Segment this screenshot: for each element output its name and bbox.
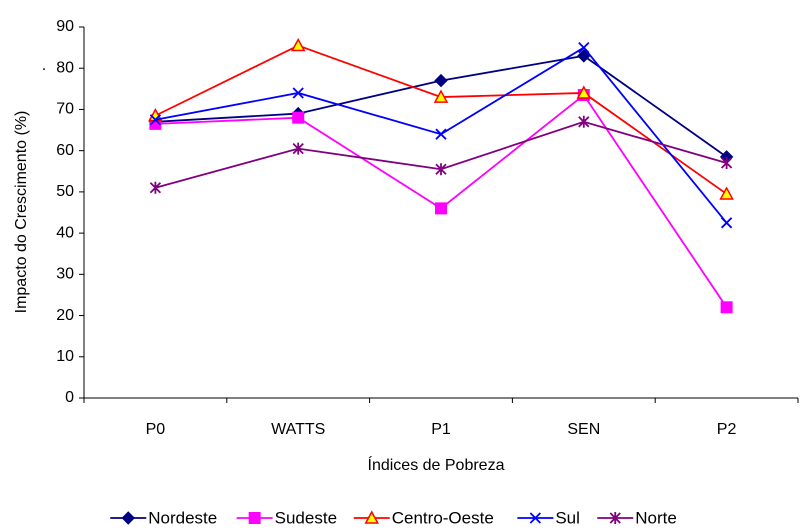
- legend-label: Nordeste: [148, 508, 217, 527]
- legend-item: Sul: [517, 508, 580, 527]
- marker: [433, 89, 449, 103]
- marker: [720, 217, 733, 229]
- annotation: .: [42, 57, 46, 74]
- marker: [609, 512, 621, 524]
- legend-item: Sudeste: [236, 508, 337, 527]
- y-tick-label: 80: [56, 59, 74, 76]
- series-line: [155, 54, 728, 158]
- marker: [292, 87, 304, 99]
- x-tick-label: SEN: [567, 421, 600, 438]
- y-tick-label: 70: [56, 101, 74, 118]
- marker: [121, 511, 135, 525]
- y-tick-label: 50: [56, 183, 74, 200]
- legend-label: Norte: [635, 508, 677, 527]
- marker: [529, 512, 541, 524]
- y-tick-label: 90: [56, 18, 74, 35]
- y-tick-label: 60: [56, 142, 74, 159]
- legend-label: Sudeste: [275, 508, 337, 527]
- y-tick-label: 0: [65, 389, 74, 406]
- marker: [720, 301, 733, 314]
- marker: [578, 41, 590, 54]
- x-axis-title: Índices de Pobreza: [368, 455, 505, 474]
- marker: [149, 114, 162, 126]
- marker: [364, 510, 380, 524]
- legend-label: Sul: [555, 508, 580, 527]
- y-tick-label: 30: [56, 266, 74, 283]
- marker: [719, 186, 734, 200]
- legend-label: Centro-Oeste: [392, 508, 494, 527]
- marker: [435, 163, 447, 176]
- series-line: [155, 93, 728, 308]
- marker: [720, 157, 733, 170]
- marker: [248, 512, 261, 524]
- x-tick-label: P2: [717, 421, 737, 438]
- marker: [149, 181, 162, 194]
- series-line: [155, 120, 727, 189]
- legend-item: Nordeste: [110, 508, 217, 527]
- marker: [434, 73, 448, 88]
- y-axis-title: Impacto do Crescimento (%): [13, 111, 30, 314]
- x-tick-label: P1: [431, 421, 451, 438]
- y-tick-label: 20: [56, 307, 74, 324]
- x-tick-label: P0: [146, 421, 166, 438]
- marker: [435, 202, 447, 215]
- marker: [578, 115, 590, 128]
- y-tick-label: 10: [56, 348, 74, 365]
- legend-item: Norte: [597, 508, 677, 527]
- legend-item: Centro-Oeste: [353, 508, 494, 527]
- marker: [435, 128, 447, 140]
- marker: [576, 85, 592, 99]
- marker: [292, 142, 304, 155]
- marker: [290, 37, 306, 52]
- y-tick-label: 40: [56, 224, 74, 241]
- x-tick-label: WATTS: [271, 421, 325, 438]
- marker: [292, 111, 305, 124]
